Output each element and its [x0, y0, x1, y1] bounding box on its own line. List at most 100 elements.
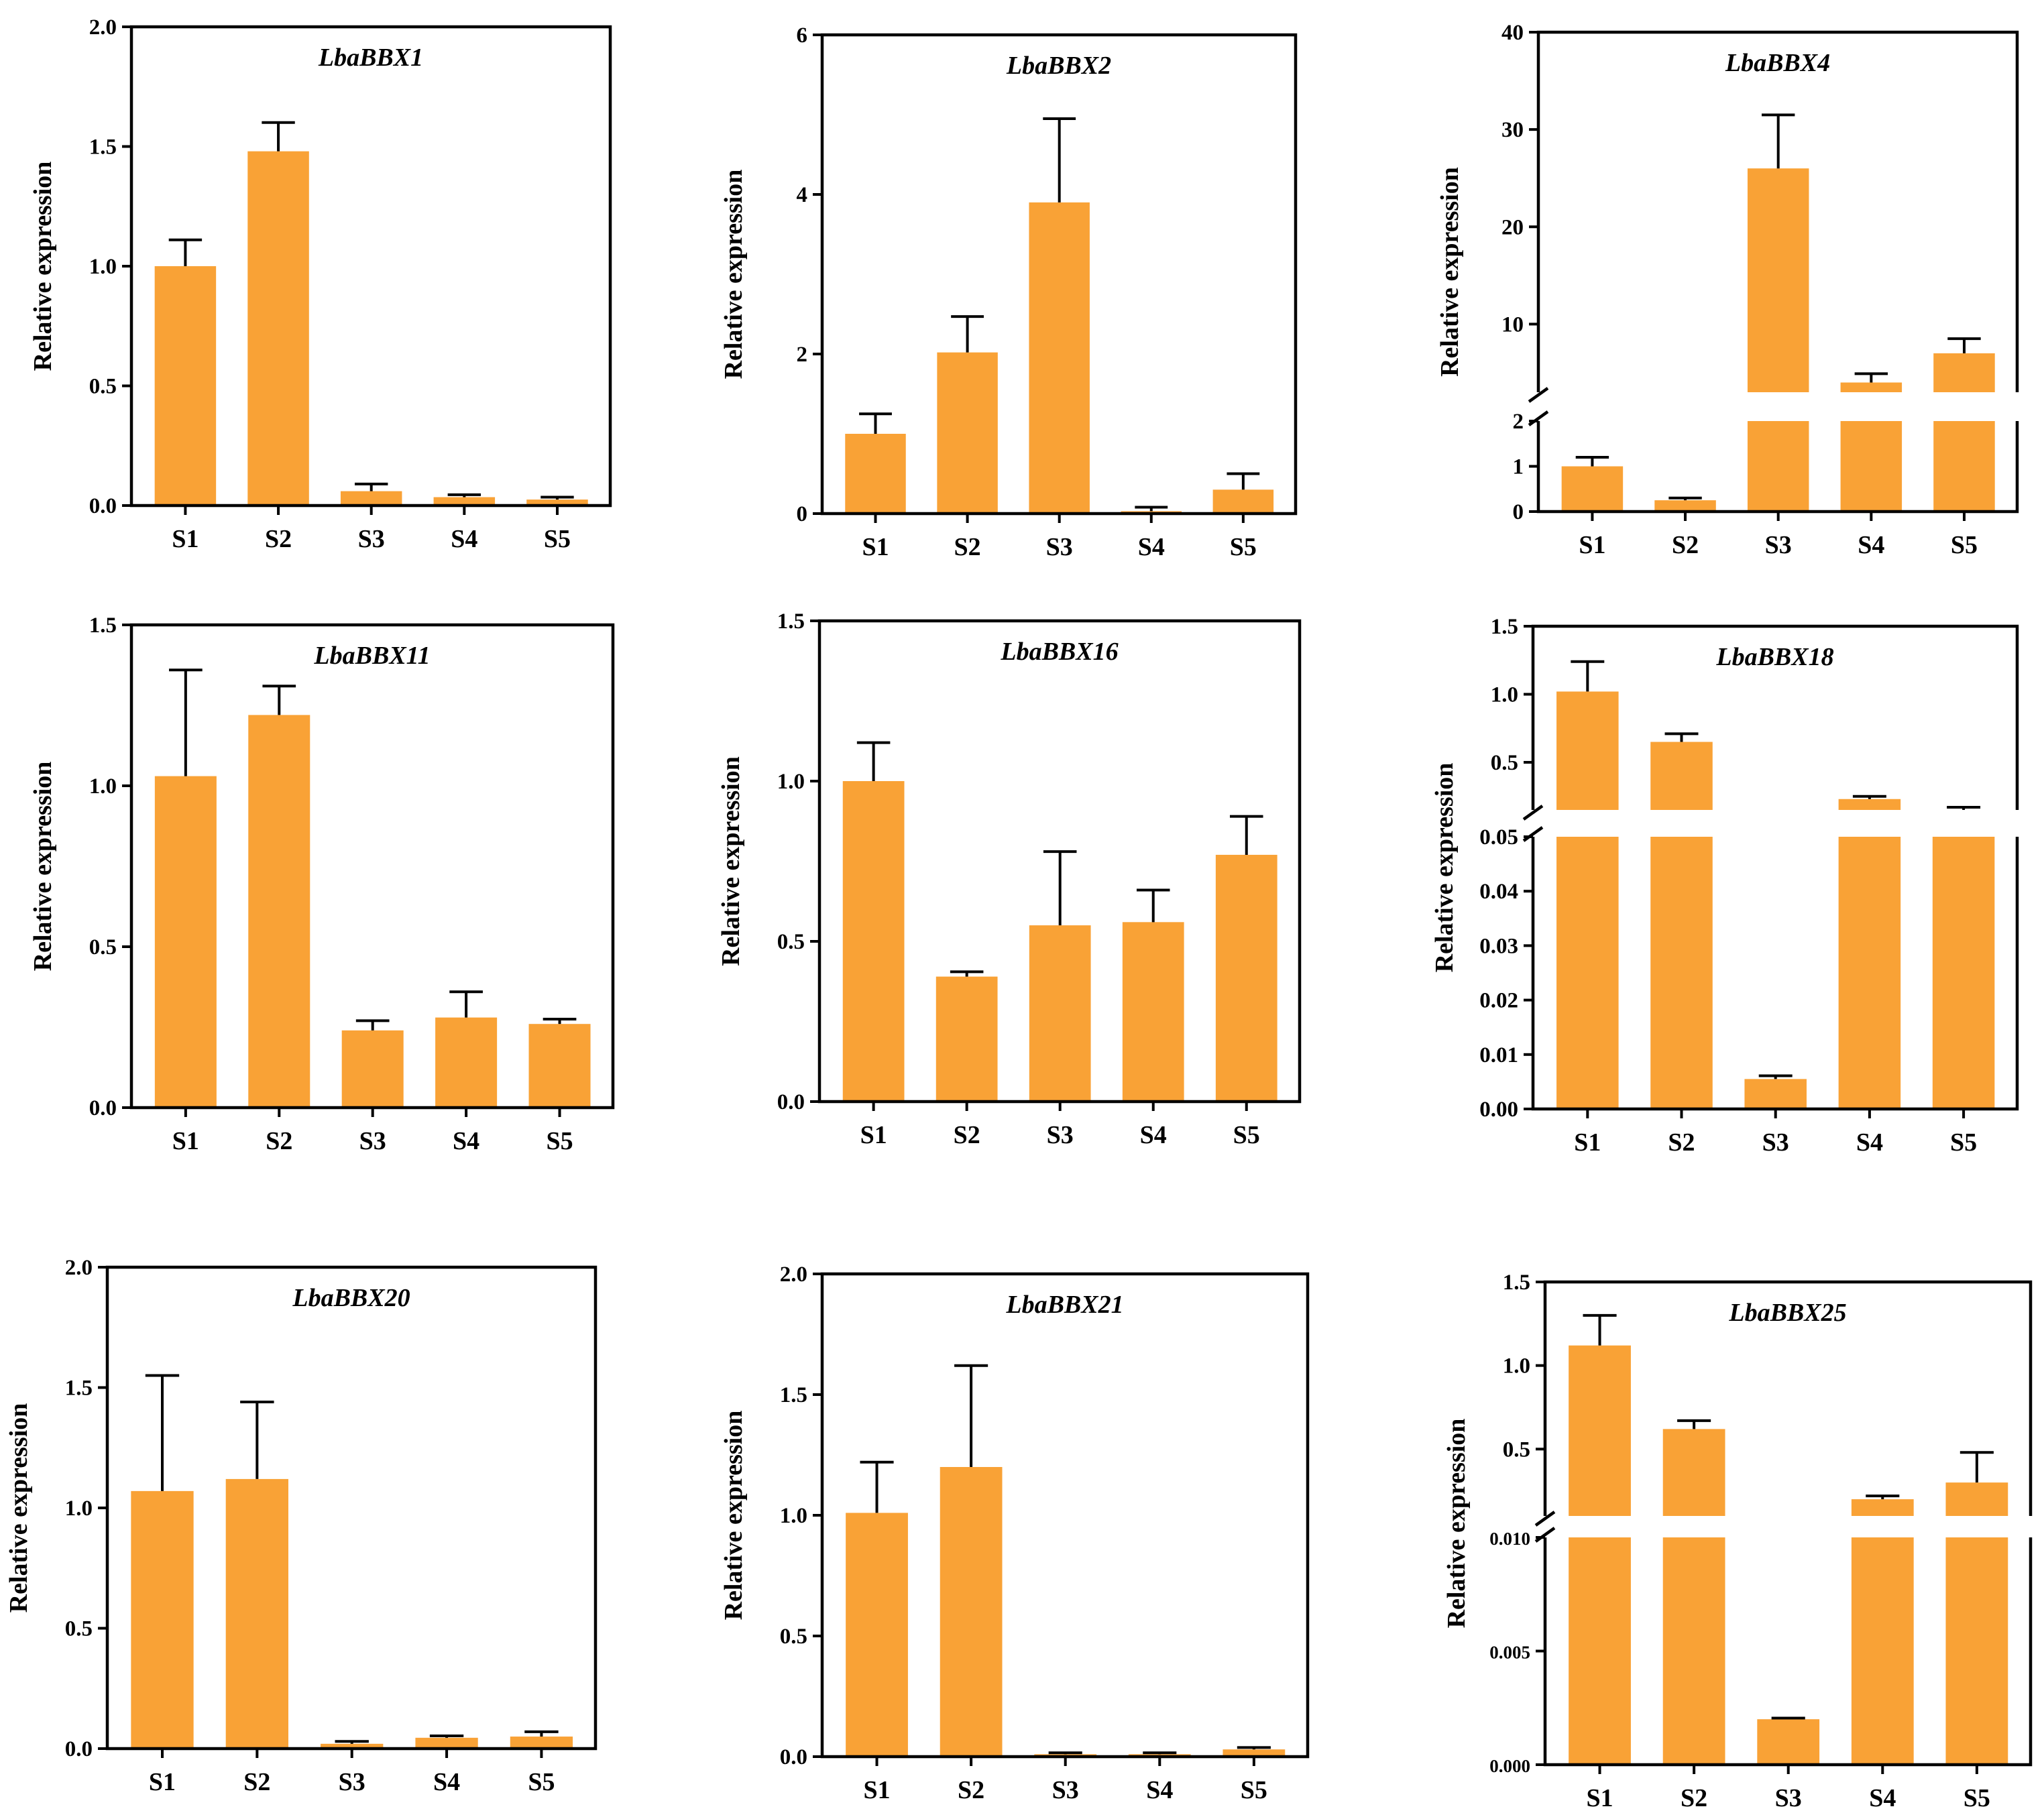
x-tick-label-S5: S5	[1233, 1121, 1260, 1149]
y-tick-label: 1.0	[65, 1497, 93, 1521]
y-tick-label: 0.5	[777, 930, 805, 954]
bar-upper-S1	[1569, 1345, 1631, 1516]
x-tick-label-S2: S2	[1681, 1784, 1707, 1812]
bar-S5	[1212, 489, 1274, 514]
bar-S4	[1840, 421, 1903, 512]
bar-upper-S4	[1838, 799, 1901, 810]
y-tick-label: 1.0	[89, 255, 117, 279]
bar-S3	[321, 1743, 384, 1749]
chart-panel-LbaBBX25: 0.000 0.005 0.010 0.5 1.0 1.5 S1 S2 S3 S4 S5 LbaBBX…	[1442, 1271, 2033, 1812]
bar-S4	[1851, 1537, 1914, 1765]
y-tick-label: 0.5	[780, 1625, 807, 1649]
chart-title: LbaBBX20	[292, 1284, 410, 1312]
y-tick-label: 0.005	[1489, 1643, 1530, 1663]
y-axis-label: Relative expression	[5, 1403, 33, 1613]
y-tick-label: 1.0	[1491, 683, 1518, 707]
y-tick-label: 2.0	[89, 15, 117, 40]
x-tick-label-S5: S5	[528, 1768, 555, 1796]
y-axis-label: Relative expression	[29, 162, 57, 371]
y-tick-label: 1.5	[65, 1376, 93, 1401]
y-axis-label: Relative expression	[29, 762, 57, 972]
bar-upper-S4	[1851, 1499, 1914, 1516]
bar-S4	[435, 1017, 498, 1108]
x-tick-label-S4: S4	[1858, 531, 1884, 559]
bar-S4	[1838, 837, 1901, 1109]
y-tick-label: 0.00	[1479, 1098, 1518, 1122]
bar-S1	[1569, 1537, 1631, 1765]
bar-S1	[846, 1513, 908, 1757]
x-tick-label-S1: S1	[862, 533, 889, 561]
bar-S5	[1215, 854, 1278, 1102]
x-tick-label-S3: S3	[1762, 1128, 1789, 1157]
bar-S1	[154, 266, 217, 506]
y-tick-label: 0.05	[1479, 825, 1518, 849]
x-tick-label-S4: S4	[1146, 1776, 1173, 1804]
y-tick-label: 6	[797, 23, 808, 48]
x-tick-label-S5: S5	[1230, 533, 1257, 561]
y-tick-label: 2.0	[65, 1256, 93, 1280]
chart-title: LbaBBX4	[1725, 49, 1830, 77]
y-tick-label: 0.0	[777, 1090, 805, 1114]
bar-S2	[225, 1478, 288, 1749]
y-tick-label: 1	[1513, 455, 1524, 479]
y-tick-label: 1.5	[89, 613, 117, 638]
bar-upper-S5	[1933, 353, 1995, 392]
y-tick-label: 0.02	[1479, 989, 1518, 1013]
x-tick-label-S1: S1	[1586, 1784, 1613, 1812]
y-tick-label: 1.5	[1491, 615, 1518, 639]
x-tick-label-S4: S4	[451, 525, 477, 553]
x-tick-label-S5: S5	[544, 525, 571, 553]
y-tick-label: 0	[797, 502, 808, 526]
axis-break-mark	[1528, 387, 1549, 403]
axis-break-mark	[1522, 826, 1544, 842]
y-axis-label: Relative expression	[1436, 167, 1464, 377]
y-tick-label: 0.01	[1479, 1043, 1518, 1067]
x-tick-label-S5: S5	[546, 1127, 573, 1155]
y-tick-label: 2	[797, 343, 808, 367]
bar-S5	[526, 500, 588, 506]
y-tick-label: 30	[1501, 118, 1524, 142]
y-tick-label: 2.0	[780, 1263, 807, 1287]
y-tick-label: 20	[1501, 215, 1524, 239]
x-tick-label-S3: S3	[359, 1127, 386, 1155]
y-tick-label: 1.5	[89, 135, 117, 160]
chart-panel-LbaBBX21: 0.0 0.5 1.0 1.5 2.0 S1 S2 S3 S4 S5 LbaBBX21 Relativ…	[720, 1263, 1310, 1804]
x-tick-label-S2: S2	[1668, 1128, 1695, 1157]
x-tick-label-S5: S5	[1950, 1128, 1977, 1157]
bar-S2	[935, 976, 998, 1102]
x-tick-label-S2: S2	[266, 1127, 292, 1155]
axis-break-mark	[1534, 1511, 1556, 1527]
y-tick-label: 1.0	[777, 770, 805, 794]
bar-S3	[1744, 1079, 1807, 1109]
chart-title: LbaBBX11	[313, 642, 430, 670]
y-tick-label: 0.0	[89, 1096, 117, 1120]
x-tick-label-S5: S5	[1951, 531, 1978, 559]
chart-title: LbaBBX1	[318, 44, 423, 72]
x-tick-label-S3: S3	[1765, 531, 1792, 559]
x-tick-label-S2: S2	[1672, 531, 1699, 559]
bar-S2	[937, 352, 998, 514]
y-tick-label: 1.0	[89, 774, 117, 799]
y-tick-label: 0.5	[89, 935, 117, 959]
chart-panel-LbaBBX18: 0.00 0.01 0.02 0.03 0.04 0.05 0.5 1.0 1.5 S1 S2 S3 S…	[1430, 615, 2019, 1157]
chart-panel-LbaBBX1: 0.0 0.5 1.0 1.5 2.0 S1 S2 S3 S4 S5 LbaBBX1 Relative…	[29, 15, 612, 553]
bar-S5	[510, 1737, 573, 1749]
bar-S1	[1556, 837, 1619, 1109]
plot-frame-upper	[1531, 624, 2019, 810]
bar-S2	[248, 715, 310, 1108]
y-tick-label: 2	[1513, 410, 1524, 434]
x-tick-label-S1: S1	[172, 525, 198, 553]
chart-title: LbaBBX2	[1006, 52, 1111, 80]
bar-upper-S2	[1662, 1429, 1725, 1516]
bar-upper-S4	[1840, 382, 1903, 392]
axis-break-mark	[1528, 410, 1549, 426]
axis-break-mark	[1522, 805, 1544, 821]
y-tick-label: 0.010	[1489, 1529, 1530, 1549]
y-axis-label: Relative expression	[720, 1411, 748, 1621]
bar-S3	[1757, 1719, 1820, 1765]
chart-title: LbaBBX25	[1728, 1299, 1846, 1327]
y-tick-label: 0.0	[89, 494, 117, 518]
x-tick-label-S3: S3	[339, 1768, 365, 1796]
chart-title: LbaBBX18	[1715, 643, 1833, 671]
axis-break-mark	[1534, 1527, 1556, 1543]
